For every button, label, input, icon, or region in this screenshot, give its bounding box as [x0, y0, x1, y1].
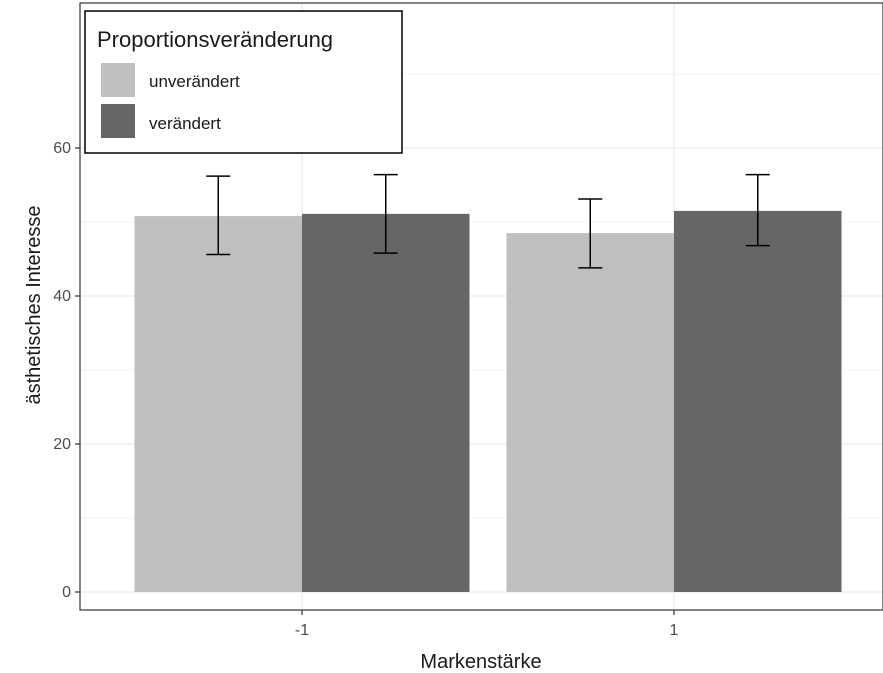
error-bars	[206, 173, 770, 269]
bar-unverändert--1	[134, 216, 302, 592]
y-tick-label: 60	[53, 140, 71, 157]
bar-verändert-1	[674, 210, 842, 592]
y-axis-ticks: 0 20 40 60	[53, 140, 80, 601]
y-tick-label: 20	[53, 436, 71, 453]
legend-label-unveraendert: unverändert	[149, 72, 240, 91]
x-tick-label: 1	[670, 622, 679, 639]
legend-key-veraendert	[101, 104, 135, 138]
legend-title: Proportionsveränderung	[97, 27, 333, 52]
legend-box	[84, 10, 403, 154]
y-tick-label: 0	[62, 584, 71, 601]
x-axis-title: Markenstärke	[420, 651, 541, 673]
bar-unverändert-1	[506, 233, 674, 592]
y-tick-label: 40	[53, 288, 71, 305]
legend: Proportionsveränderung unverändert verän…	[84, 10, 403, 154]
legend-key-unveraendert	[101, 63, 135, 97]
y-axis-title: ästhetisches Interesse	[23, 206, 45, 405]
x-axis-ticks: -1 1	[295, 610, 679, 639]
panel-border	[79, 2, 883, 611]
legend-label-veraendert: verändert	[149, 114, 221, 133]
bar-verändert--1	[302, 213, 470, 593]
x-tick-label: -1	[295, 622, 309, 639]
bars	[134, 210, 842, 593]
